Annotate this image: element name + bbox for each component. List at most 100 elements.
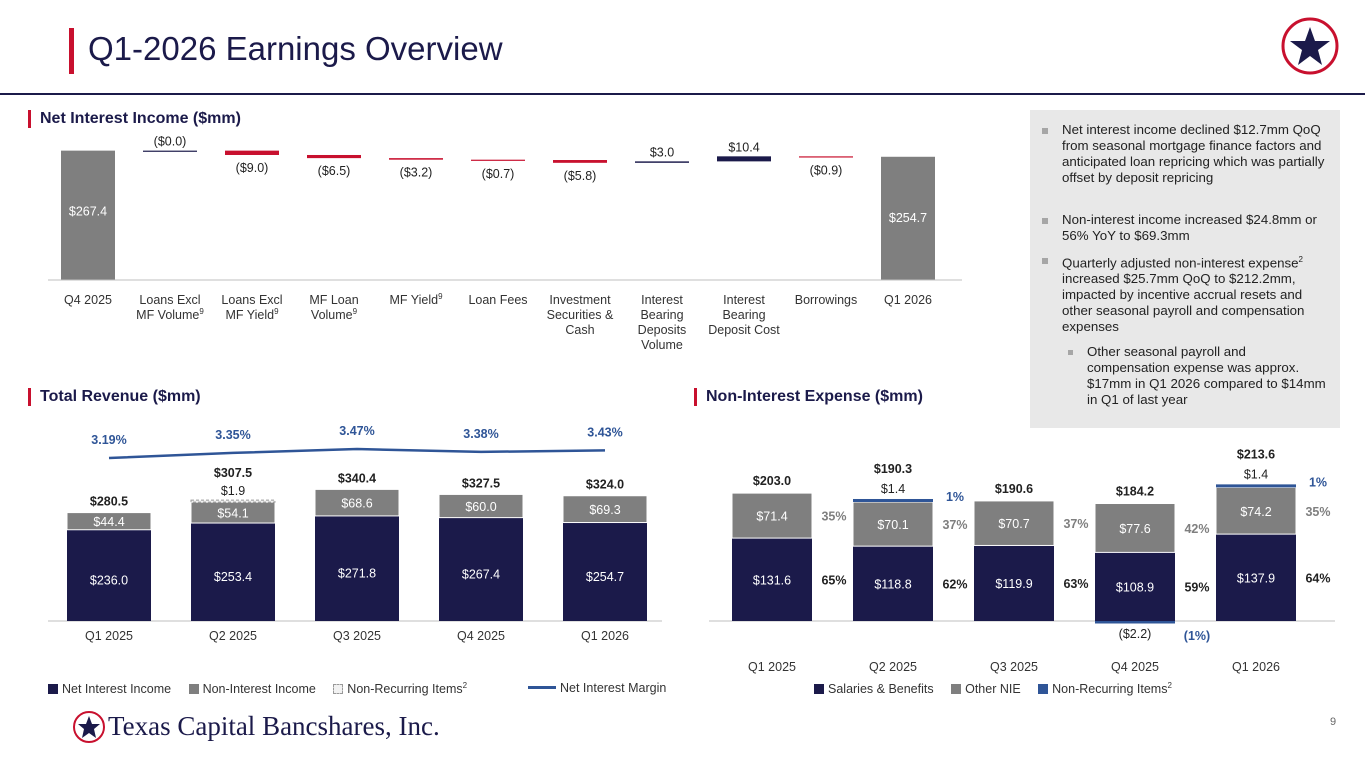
expense-total-label: $213.6 bbox=[1237, 447, 1275, 461]
revenue-nonrecurring-label: $1.9 bbox=[221, 484, 245, 498]
note-expense-text-b: increased $25.7mm QoQ to $212.2mm, impac… bbox=[1062, 271, 1305, 335]
expense-nonrecurring-pct: 1% bbox=[946, 490, 964, 504]
waterfall-category-label: Borrowings bbox=[795, 293, 858, 307]
expense-nonrecurring-bar bbox=[853, 498, 933, 502]
expense-other-bar bbox=[973, 500, 1055, 546]
waterfall-bar bbox=[717, 156, 771, 162]
expense-nonrecurring-label: $1.4 bbox=[1244, 467, 1268, 481]
expense-salaries-label: $131.6 bbox=[753, 574, 791, 588]
revenue-category-label: Q1 2026 bbox=[581, 629, 629, 643]
waterfall-value-label: ($0.9) bbox=[810, 164, 843, 178]
legend-label: Net Interest Income bbox=[62, 682, 172, 697]
footnote-marker: 2 bbox=[1298, 255, 1303, 264]
legend-label: Net Interest Margin bbox=[560, 681, 667, 695]
expense-total-label: $184.2 bbox=[1116, 485, 1154, 499]
expense-other-pct: 37% bbox=[942, 518, 967, 532]
legend-item: Non-Recurring Items2 bbox=[333, 681, 468, 696]
revenue-nii-label: $271.8 bbox=[338, 566, 376, 580]
waterfall-value-label: $267.4 bbox=[69, 205, 107, 219]
revenue-noninterest-label: $60.0 bbox=[465, 500, 496, 514]
revenue-category-label: Q2 2025 bbox=[209, 629, 257, 643]
expense-category-label: Q2 2025 bbox=[869, 660, 917, 674]
revenue-noninterest-bar bbox=[438, 493, 524, 519]
expense-other-pct: 35% bbox=[821, 510, 846, 524]
nii-section-title: Net Interest Income ($mm) bbox=[28, 110, 241, 128]
legend-label: Non-Recurring Items bbox=[1052, 682, 1168, 697]
waterfall-category-label: Loans Excl bbox=[221, 293, 282, 307]
revenue-total-label: $280.5 bbox=[90, 495, 128, 509]
expense-other-bar bbox=[852, 501, 934, 547]
expense-nonrecurring-bar bbox=[1216, 484, 1296, 488]
bullet-square-icon bbox=[1042, 258, 1048, 264]
footer-star-icon bbox=[73, 711, 105, 743]
waterfall-category-label: MF Volume9 bbox=[136, 307, 204, 322]
bullet-square-icon bbox=[1042, 128, 1048, 134]
note-seasonal: Other seasonal payroll and compensation … bbox=[1087, 344, 1326, 407]
expense-salaries-pct: 64% bbox=[1305, 572, 1330, 586]
expense-other-bar bbox=[1215, 486, 1297, 535]
waterfall-bar bbox=[553, 160, 607, 163]
revenue-noninterest-bar bbox=[66, 512, 152, 531]
revenue-section-title: Total Revenue ($mm) bbox=[28, 388, 201, 406]
legend-swatch bbox=[951, 684, 962, 695]
expense-salaries-bar bbox=[1216, 534, 1296, 621]
footnote-marker: 2 bbox=[1167, 681, 1172, 690]
footnote-marker: 2 bbox=[462, 681, 468, 690]
expense-total-label: $203.0 bbox=[753, 474, 791, 488]
legend-item: Non-Interest Income bbox=[188, 682, 316, 697]
expense-salaries-bar bbox=[1095, 552, 1175, 621]
waterfall-value-label: ($3.2) bbox=[400, 166, 433, 180]
waterfall-value-label: ($6.5) bbox=[318, 164, 351, 178]
waterfall-value-label: $10.4 bbox=[728, 140, 759, 154]
waterfall-category-label: Investment bbox=[549, 293, 611, 307]
nim-legend: Net Interest Margin bbox=[528, 681, 666, 695]
revenue-noninterest-label: $44.4 bbox=[93, 515, 124, 529]
expense-nonrecurring-pct: 1% bbox=[1309, 475, 1327, 489]
sub-bullet-icon bbox=[1068, 350, 1073, 355]
waterfall-category-label: Q1 2026 bbox=[884, 293, 932, 307]
nim-label: 3.35% bbox=[215, 428, 250, 442]
waterfall-value-label: ($0.7) bbox=[482, 167, 515, 181]
expense-other-label: $70.1 bbox=[877, 518, 908, 532]
nim-label: 3.19% bbox=[91, 433, 126, 447]
revenue-nii-label: $254.7 bbox=[586, 570, 624, 584]
revenue-legend: Net Interest Income Non-Interest Income … bbox=[48, 681, 467, 696]
revenue-total-label: $340.4 bbox=[338, 471, 376, 485]
note-noninterest-income: Non-interest income increased $24.8mm or… bbox=[1062, 212, 1317, 243]
nim-label: 3.47% bbox=[339, 424, 374, 438]
legend-label: Non-Interest Income bbox=[202, 682, 316, 697]
nim-label: 3.43% bbox=[587, 425, 622, 439]
legend-item: Other NIE bbox=[951, 682, 1021, 696]
expense-salaries-pct: 63% bbox=[1063, 577, 1088, 591]
nim-label: 3.38% bbox=[463, 427, 498, 441]
expense-salaries-label: $137.9 bbox=[1237, 572, 1275, 586]
revenue-total-label: $307.5 bbox=[214, 466, 252, 480]
waterfall-category-label: Q4 2025 bbox=[64, 293, 112, 307]
waterfall-category-label: Deposit Cost bbox=[708, 323, 780, 337]
revenue-nii-bar bbox=[191, 523, 275, 621]
revenue-category-label: Q1 2025 bbox=[85, 629, 133, 643]
expense-category-label: Q1 2026 bbox=[1232, 660, 1280, 674]
legend-swatch bbox=[188, 684, 199, 695]
revenue-nii-bar bbox=[315, 515, 399, 621]
page-number: 9 bbox=[1330, 716, 1337, 728]
waterfall-category-label: Cash bbox=[565, 323, 594, 337]
expense-nonrecurring-pct: (1%) bbox=[1184, 629, 1210, 643]
expense-nonrecurring-label: $1.4 bbox=[881, 482, 905, 496]
waterfall-category-label: Deposits bbox=[638, 323, 687, 337]
waterfall-category-label: MF Loan bbox=[309, 293, 358, 307]
expense-category-label: Q4 2025 bbox=[1111, 660, 1159, 674]
legend-swatch bbox=[333, 684, 344, 695]
revenue-noninterest-bar bbox=[562, 495, 648, 524]
waterfall-value-label: ($9.0) bbox=[236, 161, 269, 175]
waterfall-category-label: MF Yield9 bbox=[225, 307, 279, 322]
revenue-nii-label: $236.0 bbox=[90, 573, 128, 587]
legend-swatch bbox=[48, 684, 58, 695]
nim-line bbox=[108, 447, 606, 460]
revenue-noninterest-label: $54.1 bbox=[217, 507, 248, 521]
waterfall-bar bbox=[799, 156, 853, 158]
expense-salaries-pct: 62% bbox=[942, 578, 967, 592]
legend-item: Net Interest Income bbox=[48, 682, 171, 696]
star-logo-icon bbox=[1281, 17, 1339, 75]
expense-salaries-pct: 65% bbox=[821, 574, 846, 588]
